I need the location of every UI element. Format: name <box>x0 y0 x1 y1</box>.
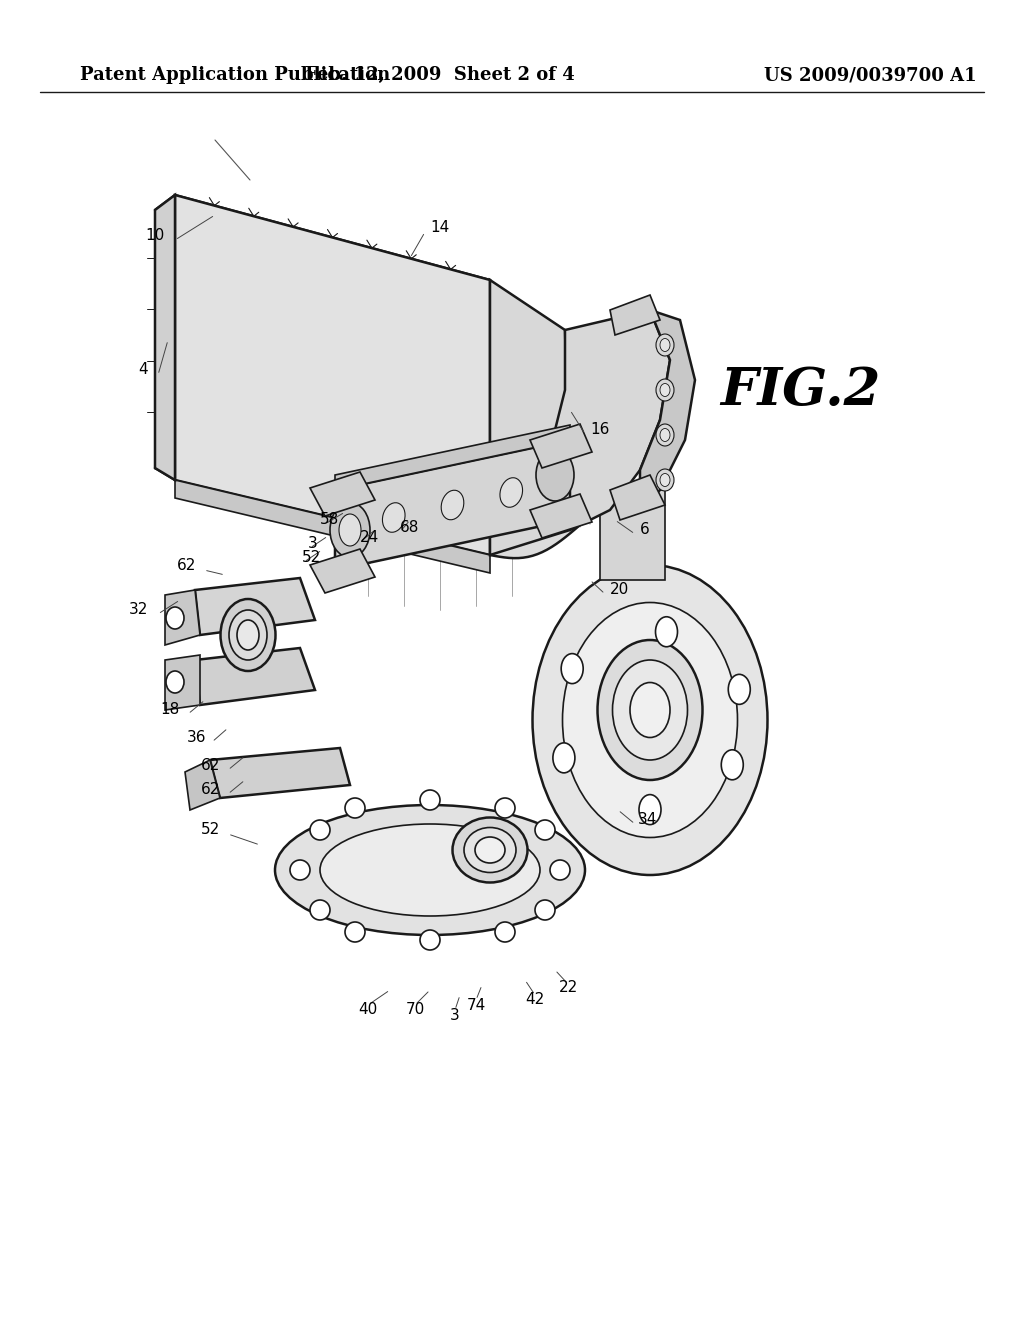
Ellipse shape <box>561 653 584 684</box>
Polygon shape <box>610 475 665 520</box>
Ellipse shape <box>330 503 370 557</box>
Ellipse shape <box>553 743 574 774</box>
Ellipse shape <box>656 379 674 401</box>
Polygon shape <box>490 280 580 558</box>
Ellipse shape <box>656 334 674 356</box>
Polygon shape <box>195 578 315 635</box>
Polygon shape <box>335 425 570 490</box>
Text: 20: 20 <box>610 582 630 598</box>
Text: 32: 32 <box>129 602 148 618</box>
Ellipse shape <box>535 900 555 920</box>
Text: Feb. 12, 2009  Sheet 2 of 4: Feb. 12, 2009 Sheet 2 of 4 <box>305 66 574 84</box>
Ellipse shape <box>500 478 522 507</box>
Ellipse shape <box>229 610 267 660</box>
Ellipse shape <box>345 921 365 942</box>
Text: 62: 62 <box>201 783 220 797</box>
Ellipse shape <box>166 671 184 693</box>
Text: 52: 52 <box>302 550 322 565</box>
Ellipse shape <box>319 824 540 916</box>
Polygon shape <box>600 490 665 579</box>
Polygon shape <box>195 648 315 705</box>
Polygon shape <box>310 473 375 516</box>
Ellipse shape <box>420 789 440 810</box>
Polygon shape <box>610 294 660 335</box>
Ellipse shape <box>310 820 330 840</box>
Text: Patent Application Publication: Patent Application Publication <box>80 66 390 84</box>
Text: 3: 3 <box>308 536 317 552</box>
Text: 14: 14 <box>430 220 450 235</box>
Polygon shape <box>165 590 200 645</box>
Polygon shape <box>175 480 490 573</box>
Ellipse shape <box>464 828 516 873</box>
Text: US 2009/0039700 A1: US 2009/0039700 A1 <box>764 66 976 84</box>
Polygon shape <box>490 280 570 554</box>
Ellipse shape <box>550 861 570 880</box>
Text: 34: 34 <box>638 813 657 828</box>
Ellipse shape <box>612 660 687 760</box>
Ellipse shape <box>660 338 670 351</box>
Text: 62: 62 <box>201 759 220 774</box>
Ellipse shape <box>290 861 310 880</box>
Ellipse shape <box>660 474 670 487</box>
Ellipse shape <box>656 424 674 446</box>
Text: 68: 68 <box>400 520 420 536</box>
Polygon shape <box>155 195 175 480</box>
Ellipse shape <box>656 469 674 491</box>
Ellipse shape <box>655 616 678 647</box>
Text: 24: 24 <box>360 531 379 545</box>
Ellipse shape <box>237 620 259 649</box>
Polygon shape <box>555 310 670 531</box>
Text: 18: 18 <box>161 702 180 718</box>
Text: 3: 3 <box>451 1008 460 1023</box>
Ellipse shape <box>310 900 330 920</box>
Ellipse shape <box>597 640 702 780</box>
Text: 22: 22 <box>558 981 578 995</box>
Ellipse shape <box>339 513 361 546</box>
Ellipse shape <box>728 675 751 705</box>
Polygon shape <box>530 494 592 539</box>
Polygon shape <box>175 195 490 554</box>
Text: 10: 10 <box>145 227 165 243</box>
Polygon shape <box>530 424 592 469</box>
Polygon shape <box>335 440 570 570</box>
Text: 36: 36 <box>186 730 206 746</box>
Ellipse shape <box>536 449 574 502</box>
Text: 74: 74 <box>466 998 485 1012</box>
Text: FIG.2: FIG.2 <box>720 364 881 416</box>
Text: 4: 4 <box>138 363 148 378</box>
Text: 52: 52 <box>201 822 220 837</box>
Polygon shape <box>310 549 375 593</box>
Ellipse shape <box>220 599 275 671</box>
Ellipse shape <box>495 921 515 942</box>
Text: 40: 40 <box>358 1002 378 1018</box>
Ellipse shape <box>721 750 743 780</box>
Ellipse shape <box>660 384 670 396</box>
Ellipse shape <box>420 931 440 950</box>
Polygon shape <box>185 760 220 810</box>
Ellipse shape <box>630 682 670 738</box>
Ellipse shape <box>535 820 555 840</box>
Ellipse shape <box>660 429 670 441</box>
Ellipse shape <box>639 795 662 825</box>
Text: 62: 62 <box>176 558 196 573</box>
Text: 42: 42 <box>525 993 545 1007</box>
Polygon shape <box>165 655 200 710</box>
Ellipse shape <box>345 799 365 818</box>
Ellipse shape <box>441 490 464 520</box>
Ellipse shape <box>495 799 515 818</box>
Ellipse shape <box>166 607 184 630</box>
Ellipse shape <box>532 565 768 875</box>
Ellipse shape <box>382 503 406 532</box>
Polygon shape <box>640 310 695 510</box>
Ellipse shape <box>562 602 737 837</box>
Polygon shape <box>210 748 350 799</box>
Text: 16: 16 <box>590 422 609 437</box>
Ellipse shape <box>475 837 505 863</box>
Text: 58: 58 <box>319 512 339 528</box>
Text: 6: 6 <box>640 523 650 537</box>
Ellipse shape <box>275 805 585 935</box>
Text: 70: 70 <box>406 1002 425 1018</box>
Ellipse shape <box>453 817 527 883</box>
